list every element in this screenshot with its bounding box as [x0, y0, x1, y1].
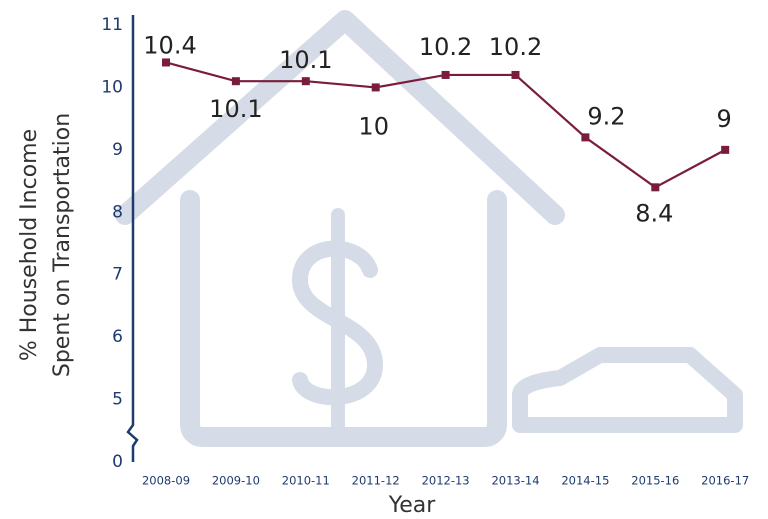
y-tick-label: 8 — [112, 202, 123, 222]
marker — [581, 133, 589, 141]
data-label: 9.2 — [587, 102, 625, 130]
x-tick-label: 2016-17 — [701, 474, 749, 488]
y-axis-title: % Household Income — [17, 129, 42, 361]
y-tick-label: 6 — [112, 327, 123, 347]
x-tick-label: 2010-11 — [282, 474, 330, 488]
data-label: 10.1 — [279, 46, 332, 74]
x-tick-label: 2009-10 — [212, 474, 260, 488]
marker — [651, 183, 659, 191]
y-tick-label: 11 — [101, 15, 123, 35]
marker — [162, 58, 170, 66]
x-tick-label: 2015-16 — [631, 474, 679, 488]
marker — [232, 77, 240, 85]
marker — [372, 83, 380, 91]
data-label: 10.1 — [209, 95, 262, 123]
x-tick-label: 2008-09 — [142, 474, 190, 488]
y-tick-label: 7 — [112, 265, 123, 285]
marker — [442, 71, 450, 79]
y-axis-title: Spent on Transportation — [50, 113, 75, 377]
data-label: 10.4 — [143, 31, 196, 59]
data-label: 8.4 — [635, 199, 673, 227]
x-tick-label: 2011-12 — [352, 474, 400, 488]
y-tick-label: 5 — [112, 390, 123, 410]
marker — [721, 146, 729, 154]
x-axis-title: Year — [388, 493, 437, 518]
chart: % Household Income Spent on Transportati… — [0, 0, 768, 519]
y-tick-label: 9 — [112, 140, 123, 160]
data-label: 9 — [717, 105, 732, 133]
y-axis — [128, 15, 137, 462]
data-label: 10.2 — [489, 33, 542, 61]
x-tick-label: 2012-13 — [422, 474, 470, 488]
data-label: 10.2 — [419, 33, 472, 61]
y-tick-label: 10 — [101, 77, 123, 97]
marker — [302, 77, 310, 85]
x-tick-label: 2013-14 — [491, 474, 539, 488]
y-axis-line — [128, 15, 137, 462]
watermark — [125, 20, 735, 437]
y-tick-label: 0 — [112, 452, 123, 472]
marker — [512, 71, 520, 79]
data-label: 10 — [358, 112, 389, 140]
x-tick-label: 2014-15 — [561, 474, 609, 488]
